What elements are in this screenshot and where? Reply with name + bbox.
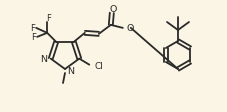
Text: N: N: [67, 67, 74, 76]
Text: O: O: [127, 24, 134, 33]
Text: Cl: Cl: [94, 62, 103, 71]
Text: N: N: [40, 54, 47, 63]
Text: F: F: [46, 14, 51, 23]
Text: O: O: [109, 5, 116, 14]
Text: F: F: [31, 33, 36, 42]
Text: F: F: [30, 24, 35, 33]
